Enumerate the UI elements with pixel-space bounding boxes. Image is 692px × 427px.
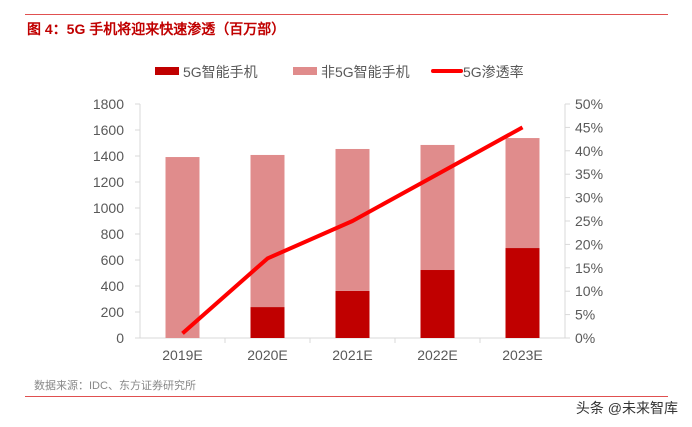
x-tick-label: 2019E bbox=[162, 347, 202, 363]
y-tick-label: 1800 bbox=[93, 96, 124, 112]
top-divider bbox=[25, 14, 668, 15]
bar-非5G智能手机 bbox=[505, 138, 540, 249]
y2-tick-label: 0% bbox=[575, 330, 595, 346]
bar-非5G智能手机 bbox=[420, 144, 455, 271]
bar-非5G智能手机 bbox=[250, 154, 285, 308]
y-tick-label: 400 bbox=[101, 278, 125, 294]
legend-swatch bbox=[155, 67, 179, 75]
y-tick-label: 1400 bbox=[93, 148, 124, 164]
bar-非5G智能手机 bbox=[165, 157, 200, 338]
bar-5G智能手机 bbox=[420, 270, 455, 338]
y2-tick-label: 10% bbox=[575, 283, 603, 299]
legend-swatch bbox=[293, 67, 317, 75]
source-note: 数据来源：IDC、东方证券研究所 bbox=[34, 380, 196, 392]
x-tick-label: 2021E bbox=[332, 347, 372, 363]
y2-tick-label: 30% bbox=[575, 190, 603, 206]
y2-tick-label: 20% bbox=[575, 236, 603, 252]
watermark: 头条 @未来智库 bbox=[575, 400, 678, 416]
x-tick-label: 2020E bbox=[247, 347, 287, 363]
legend-label: 5G智能手机 bbox=[183, 64, 258, 80]
x-tick-label: 2022E bbox=[417, 347, 457, 363]
x-tick-label: 2023E bbox=[502, 347, 542, 363]
y2-tick-label: 45% bbox=[575, 119, 603, 135]
figure-title: 图 4：5G 手机将迎来快速渗透（百万部） bbox=[27, 21, 286, 37]
bottom-divider bbox=[25, 396, 668, 397]
y2-tick-label: 5% bbox=[575, 307, 595, 323]
legend-label: 非5G智能手机 bbox=[321, 64, 410, 80]
bar-5G智能手机 bbox=[335, 290, 370, 338]
bar-5G智能手机 bbox=[505, 248, 540, 338]
legend-label: 5G渗透率 bbox=[463, 64, 524, 80]
bar-5G智能手机 bbox=[250, 307, 285, 338]
y-tick-label: 600 bbox=[101, 252, 125, 268]
y2-tick-label: 25% bbox=[575, 213, 603, 229]
y-tick-label: 800 bbox=[101, 226, 125, 242]
y-tick-label: 0 bbox=[116, 330, 124, 346]
y2-tick-label: 35% bbox=[575, 166, 603, 182]
y-tick-label: 1000 bbox=[93, 200, 124, 216]
y2-tick-label: 15% bbox=[575, 260, 603, 276]
y-tick-label: 200 bbox=[101, 304, 125, 320]
y-tick-label: 1600 bbox=[93, 122, 124, 138]
y-tick-label: 1200 bbox=[93, 174, 124, 190]
y2-tick-label: 50% bbox=[575, 96, 603, 112]
y2-tick-label: 40% bbox=[575, 143, 603, 159]
